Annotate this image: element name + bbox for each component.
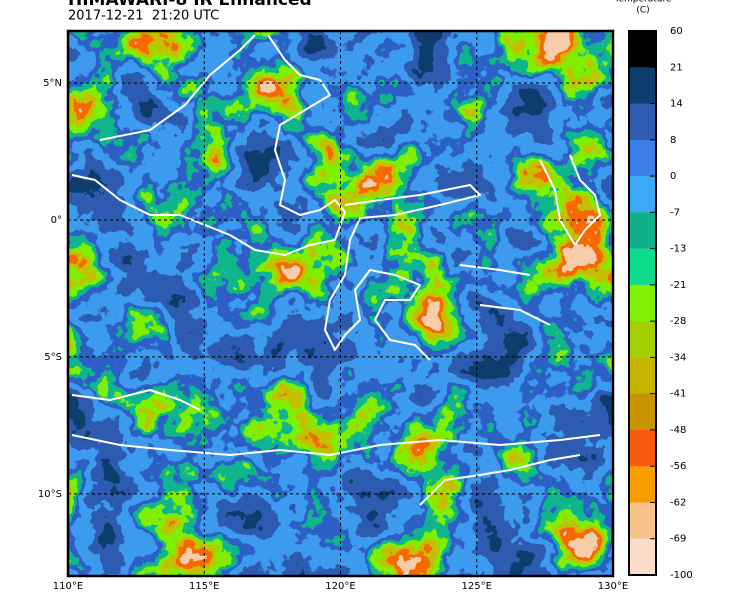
colorbar-segment	[629, 67, 656, 105]
colorbar-title: (C)	[636, 6, 649, 16]
colorbar-label: 14	[670, 99, 683, 110]
colorbar-label: -21	[670, 280, 686, 291]
colorbar-label: -13	[670, 244, 686, 255]
colorbar-segment	[629, 429, 656, 467]
colorbar-segment	[629, 176, 656, 213]
colorbar-label: -34	[670, 352, 686, 363]
x-tick-label: 115°E	[189, 581, 219, 592]
colorbar-label: -48	[670, 425, 686, 436]
colorbar-segment	[629, 212, 656, 250]
colorbar-label: 60	[670, 26, 683, 37]
coastline	[71, 34, 346, 256]
colorbar-segment	[629, 31, 656, 68]
colorbar-frame	[628, 30, 657, 576]
colorbar-segment	[629, 393, 656, 431]
colorbar-label: -28	[670, 316, 686, 327]
coastline	[324, 184, 481, 361]
colorbar-segment	[629, 502, 656, 540]
colorbar-segment	[629, 466, 656, 503]
colorbar-segment	[629, 139, 656, 177]
coastline	[71, 389, 601, 506]
colorbar-label: -62	[670, 497, 686, 508]
colorbar-label: -7	[670, 207, 680, 218]
colorbar-label: -100	[670, 570, 693, 581]
x-tick-label: 125°E	[462, 581, 492, 592]
y-tick-label: 0°	[51, 215, 62, 226]
colorbar-segment	[629, 538, 656, 576]
x-tick-label: 120°E	[325, 581, 355, 592]
y-tick-label: 10°S	[38, 489, 62, 500]
colorbar-title: Temperature	[613, 0, 671, 5]
colorbar-label: 21	[670, 62, 683, 73]
colorbar-label: 0	[670, 171, 676, 182]
colorbar-label: -56	[670, 461, 686, 472]
colorbar-label: 8	[670, 135, 676, 146]
y-tick-label: 5°N	[43, 78, 62, 89]
title: HIMAWARI-8 IR Enhanced	[68, 0, 312, 10]
x-tick-label: 130°E	[598, 581, 628, 592]
colorbar-label: -69	[670, 534, 686, 545]
coastline	[459, 154, 601, 326]
colorbar-segment	[629, 357, 656, 395]
x-tick-label: 110°E	[53, 581, 83, 592]
colorbar-label: -41	[670, 389, 686, 400]
colorbar-segment	[629, 248, 656, 286]
subtitle: 2017-12-21 21:20 UTC	[68, 9, 219, 24]
colorbar-segment	[629, 321, 656, 358]
colorbar-segment	[629, 284, 656, 322]
y-tick-label: 5°S	[44, 352, 62, 363]
colorbar-segment	[629, 103, 656, 141]
